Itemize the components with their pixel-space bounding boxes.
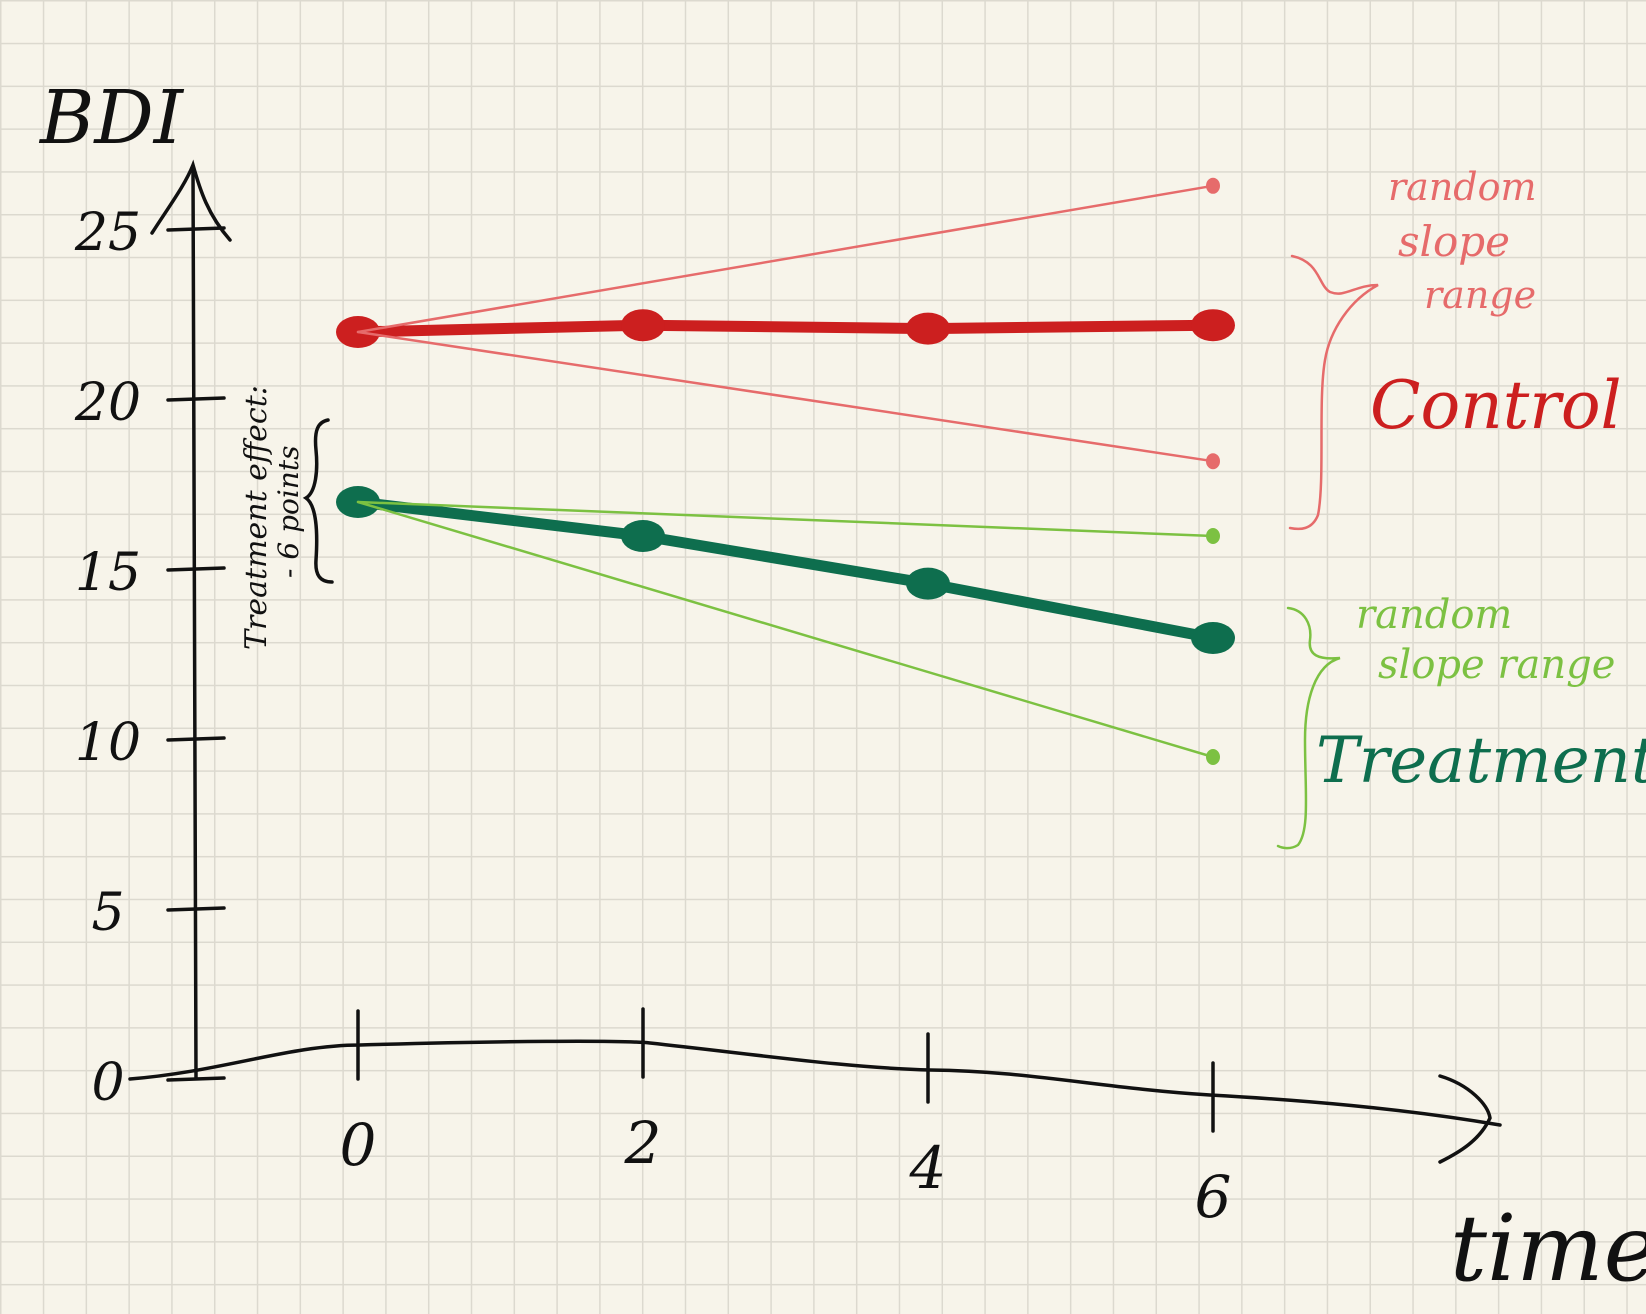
y-axis-ticks: 0 5 10 15 20 25: [74, 203, 226, 1113]
svg-text:- 6 points: - 6 points: [272, 446, 305, 578]
treatment-mean-line: [352, 496, 1219, 644]
series-slope-lower-line: [356, 330, 1215, 463]
y-tick-label-10: 10: [75, 713, 141, 773]
x-tick-label-2: 2: [624, 1109, 662, 1177]
y-tick-label-20: 20: [74, 373, 141, 433]
treatment-range-label: random slope range: [1356, 592, 1615, 688]
control-mean-line: [352, 319, 1219, 338]
y-tick-25: [166, 226, 226, 232]
treatment-mean-point-2: [621, 520, 665, 552]
control-label: Control: [1370, 367, 1622, 444]
control-mean-point-6: [1191, 309, 1235, 342]
y-tick-label-0: 0: [91, 1053, 124, 1113]
treatment-label: Treatment: [1316, 724, 1646, 798]
series-layer: [336, 177, 1235, 765]
x-axis-label: time: [1450, 1195, 1646, 1302]
treatment-mean-point-4: [906, 567, 950, 600]
x-axis-arrow: [1438, 1074, 1492, 1164]
treatment-effect-label: Treatment effect: - 6 points: [239, 385, 305, 650]
x-axis-ticks: 0 2 4 6: [340, 1007, 1232, 1231]
x-tick-label-0: 0: [340, 1111, 377, 1179]
series-slope-upper-line: [356, 184, 1215, 334]
y-tick-20: [166, 396, 226, 402]
y-tick-15: [166, 566, 226, 572]
y-tick-5: [166, 906, 226, 912]
y-tick-label-25: 25: [74, 203, 141, 263]
x-tick-label-6: 6: [1195, 1163, 1232, 1231]
treatment-range-brace: [1276, 606, 1341, 850]
series-slope-lower-line: [356, 500, 1215, 759]
svg-text:slope range: slope range: [1378, 642, 1615, 688]
series-slope-lower-point-6: [1206, 749, 1220, 765]
series-slope-upper-point-6: [1206, 177, 1220, 194]
x-tick-label-4: 4: [909, 1134, 947, 1202]
series-slope-upper-line: [356, 500, 1215, 538]
control-range-label: random slope range: [1388, 165, 1537, 317]
control-mean-point-2: [621, 309, 665, 342]
treatment-mean-point-6: [1191, 622, 1235, 654]
y-tick-label-15: 15: [75, 543, 141, 603]
y-axis-arrow: [150, 159, 232, 242]
svg-text:random: random: [1388, 165, 1537, 209]
x-axis-line: [128, 1039, 1502, 1127]
y-axis-label: BDI: [38, 75, 185, 161]
control-mean-point-4: [906, 312, 950, 345]
y-tick-10: [166, 736, 226, 742]
svg-text:Treatment effect:: Treatment effect:: [239, 385, 274, 650]
svg-text:range: range: [1424, 273, 1536, 317]
svg-text:random: random: [1356, 592, 1512, 638]
treatment-effect-brace: [302, 418, 334, 584]
y-axis-line: [191, 166, 198, 1080]
y-tick-label-5: 5: [91, 883, 124, 943]
series-slope-upper-point-6: [1206, 528, 1220, 544]
control-range-brace: [1288, 254, 1379, 531]
y-tick-0: [166, 1076, 226, 1082]
svg-text:slope: slope: [1398, 217, 1510, 266]
series-slope-lower-point-6: [1206, 453, 1220, 470]
